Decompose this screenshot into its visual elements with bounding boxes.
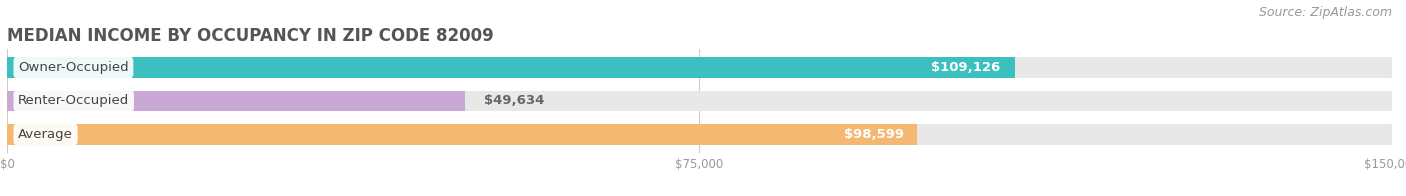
- Text: $98,599: $98,599: [844, 128, 904, 141]
- Bar: [7, 91, 1392, 111]
- Bar: [7, 57, 1392, 78]
- Bar: [7, 57, 1015, 78]
- Text: Average: Average: [18, 128, 73, 141]
- Text: Owner-Occupied: Owner-Occupied: [18, 61, 129, 74]
- Bar: [7, 124, 917, 145]
- Text: Renter-Occupied: Renter-Occupied: [18, 94, 129, 107]
- Text: $109,126: $109,126: [931, 61, 1001, 74]
- Bar: [7, 91, 465, 111]
- Text: Source: ZipAtlas.com: Source: ZipAtlas.com: [1258, 6, 1392, 19]
- Bar: [7, 124, 1392, 145]
- Text: $49,634: $49,634: [484, 94, 544, 107]
- Text: MEDIAN INCOME BY OCCUPANCY IN ZIP CODE 82009: MEDIAN INCOME BY OCCUPANCY IN ZIP CODE 8…: [7, 27, 494, 45]
